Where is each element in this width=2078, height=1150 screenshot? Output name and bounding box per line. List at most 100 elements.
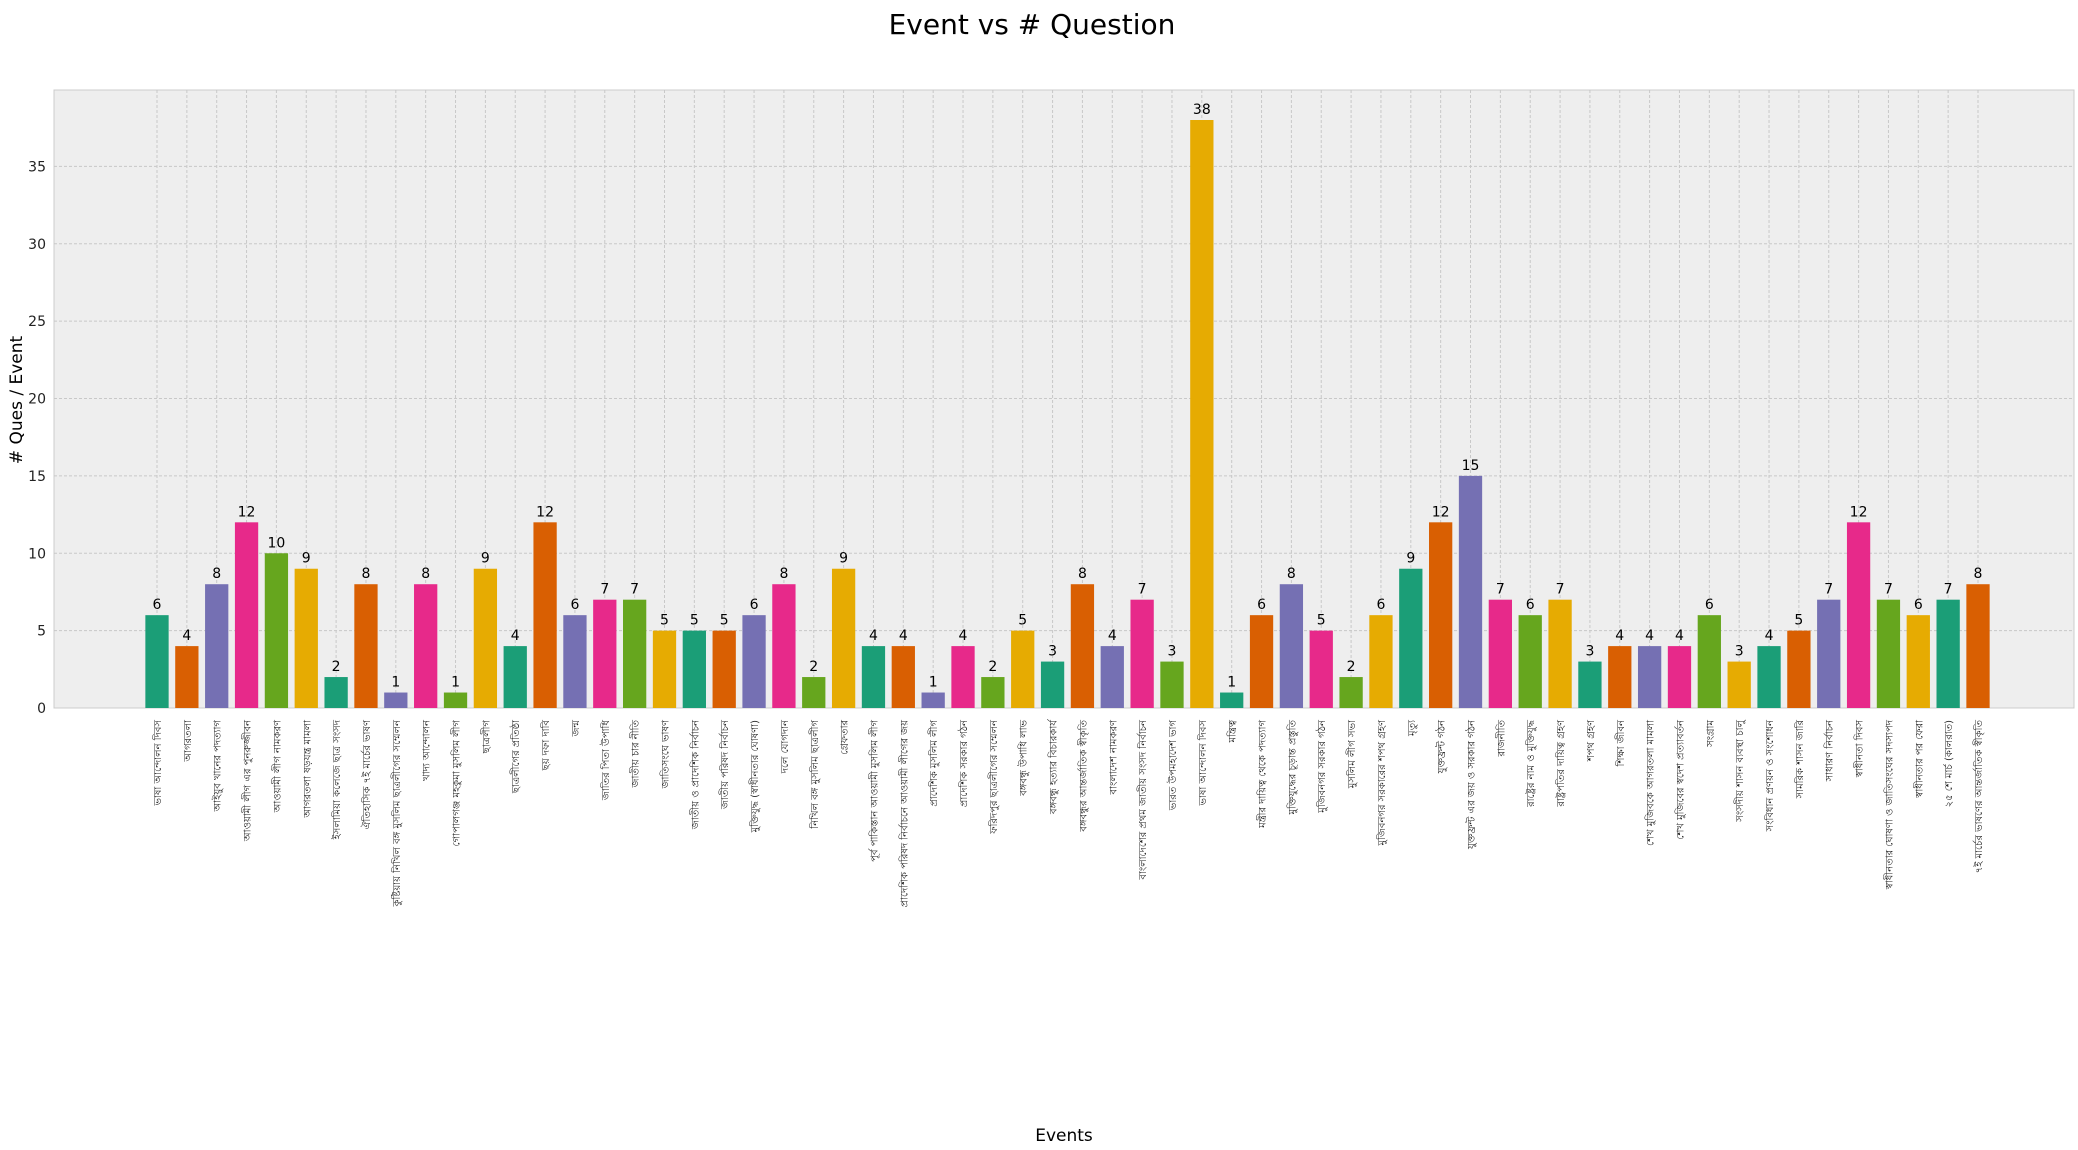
bar <box>1667 646 1692 708</box>
bar-value-label: 4 <box>959 628 968 644</box>
bar-value-label: 7 <box>1138 582 1147 598</box>
bar <box>1518 615 1542 708</box>
x-tick-label: প্রাদেশিক পরিষদ নির্বাচনে আওয়ামী লীগের … <box>897 719 910 907</box>
bar <box>1369 615 1393 708</box>
x-tick-label: প্রাদেশিক মুসলিম লীগ <box>927 720 940 807</box>
bar-value-label: 8 <box>362 566 371 582</box>
bar-value-label: 9 <box>1406 551 1415 567</box>
bar-value-label: 9 <box>302 551 311 567</box>
x-tick-label: রাষ্ট্রপতির দায়িত্ব গ্রহণ <box>1555 719 1567 808</box>
bar <box>294 568 318 708</box>
bar <box>682 630 706 708</box>
bar-value-label: 7 <box>600 582 609 598</box>
bars-layer <box>145 120 1990 708</box>
bar-value-label: 8 <box>1078 566 1087 582</box>
x-tick-label: বাংলাদেশ নামকরণ <box>1108 719 1119 795</box>
bar-value-label: 4 <box>899 628 908 644</box>
x-tick-label: শিক্ষা জীবন <box>1614 719 1627 767</box>
x-tick-label: গ্রেফতার <box>840 720 851 755</box>
bar <box>414 584 438 708</box>
x-tick-label: দলে যোগদান <box>780 719 791 774</box>
bar <box>533 522 557 708</box>
x-tick-label: বঙ্গবন্ধু উপাধি লাভ <box>1017 719 1030 796</box>
x-tick-label: পূর্ব পাকিস্তান আওয়ামী মুসলিম লীগ <box>867 720 880 862</box>
x-tick-label: রাজনীতি <box>1494 720 1507 758</box>
bar <box>1309 630 1333 708</box>
bar-value-label: 5 <box>1794 613 1803 629</box>
bar-value-label: 3 <box>1168 644 1177 660</box>
x-tick-label: আওয়ামী লীগ এর পুনরুজ্জীবন <box>241 719 254 842</box>
bar <box>1936 599 1960 708</box>
bar-value-label: 5 <box>660 613 669 629</box>
x-tick-label: মুজিবনগর সরকারের শপথ গ্রহণ <box>1376 719 1388 846</box>
bar-value-label: 8 <box>779 566 788 582</box>
x-tick-label: প্রাদেশিক সরকার গঠন <box>957 719 970 807</box>
x-tick-label: মৃত্যু <box>1407 719 1418 737</box>
bar <box>1458 475 1483 708</box>
bar <box>831 568 856 708</box>
bar <box>981 677 1005 708</box>
y-tick-label: 0 <box>37 701 46 717</box>
bar-value-label: 7 <box>630 582 639 598</box>
bar <box>861 646 886 708</box>
x-tick-label: ছয় দফা দাবি <box>540 720 552 772</box>
x-tick-label: যুক্তফ্রন্ট গঠন <box>1435 719 1448 774</box>
x-tick-label: মন্ত্রিত্ব <box>1227 719 1239 743</box>
y-tick-label: 15 <box>28 469 46 485</box>
x-axis-label: Events <box>1035 1126 1093 1146</box>
bar <box>473 568 498 708</box>
bar-value-label: 4 <box>1675 628 1684 644</box>
x-tick-label: ছাত্রলীগের প্রতিষ্ঠা <box>509 719 522 794</box>
x-tick-label: সংগ্রাম <box>1705 720 1716 748</box>
bar-value-label: 9 <box>481 551 490 567</box>
bar <box>1757 646 1781 708</box>
x-tick-label: জাতীয় ও প্রাদেশিক নির্বাচন <box>688 719 701 830</box>
x-tick-label: স্বাধীনতার ঘোষণা ও জাতিসংঘের সদস্যপদ <box>1882 719 1895 890</box>
x-tick-label: সাধারণ নির্বাচন <box>1824 719 1836 782</box>
bar <box>742 615 766 708</box>
y-tick-label: 30 <box>28 237 46 253</box>
bar <box>1160 661 1184 708</box>
bar-value-label: 4 <box>1765 628 1774 644</box>
bar-value-label: 1 <box>929 675 938 691</box>
y-axis-ticks: 0 5 10 15 20 25 30 35 <box>28 159 46 717</box>
x-tick-label: ভারত উপমহাদেশ ভাগ <box>1166 720 1179 812</box>
bar-value-label: 5 <box>1018 613 1027 629</box>
bar-value-label: 4 <box>182 628 191 644</box>
y-tick-label: 25 <box>28 314 46 330</box>
bar-value-label: 1 <box>391 675 400 691</box>
bar <box>563 615 587 708</box>
bar <box>384 692 408 708</box>
bar-value-label: 2 <box>1347 659 1356 675</box>
bar-value-label: 12 <box>1850 504 1868 520</box>
x-tick-label: শেখ মুজিবকে আগরতলা মামলা <box>1645 719 1657 846</box>
x-tick-label: শপথ গ্রহণ <box>1586 719 1597 762</box>
y-tick-label: 35 <box>28 159 46 175</box>
bar <box>1608 646 1632 708</box>
bar <box>1846 522 1871 708</box>
bar-value-label: 3 <box>1048 644 1057 660</box>
x-tick-label: সংসদীয় শাসন ব্যবস্থা চালু <box>1733 719 1746 823</box>
bar <box>1637 646 1662 708</box>
bar-value-label: 3 <box>1735 644 1744 660</box>
bar-value-label: 2 <box>988 659 997 675</box>
bar <box>1130 599 1154 708</box>
bar-value-label: 7 <box>1496 582 1505 598</box>
x-tick-label: জন্ম <box>571 720 582 738</box>
bar <box>652 630 677 708</box>
x-tick-label: ছাত্রলীগ <box>479 720 492 755</box>
bar-value-label: 1 <box>1227 675 1236 691</box>
bar-value-label: 6 <box>1914 597 1923 613</box>
bar <box>1906 615 1930 708</box>
y-axis-label: # Ques / Event <box>7 335 27 464</box>
bar-value-label: 6 <box>153 597 162 613</box>
x-tick-label: ফরিদপুর ছাত্রলীগের সম্মেলন <box>987 719 1000 835</box>
bar <box>712 630 736 708</box>
bar <box>1011 630 1035 708</box>
chart-title: Event vs # Question <box>889 8 1176 41</box>
x-tick-label: বঙ্গবন্ধু হত্যার বিচারকার্য <box>1048 719 1060 815</box>
bar-value-label: 2 <box>332 659 341 675</box>
x-tick-label: ২৫ শে মার্চ (কালরাত) <box>1943 720 1955 808</box>
